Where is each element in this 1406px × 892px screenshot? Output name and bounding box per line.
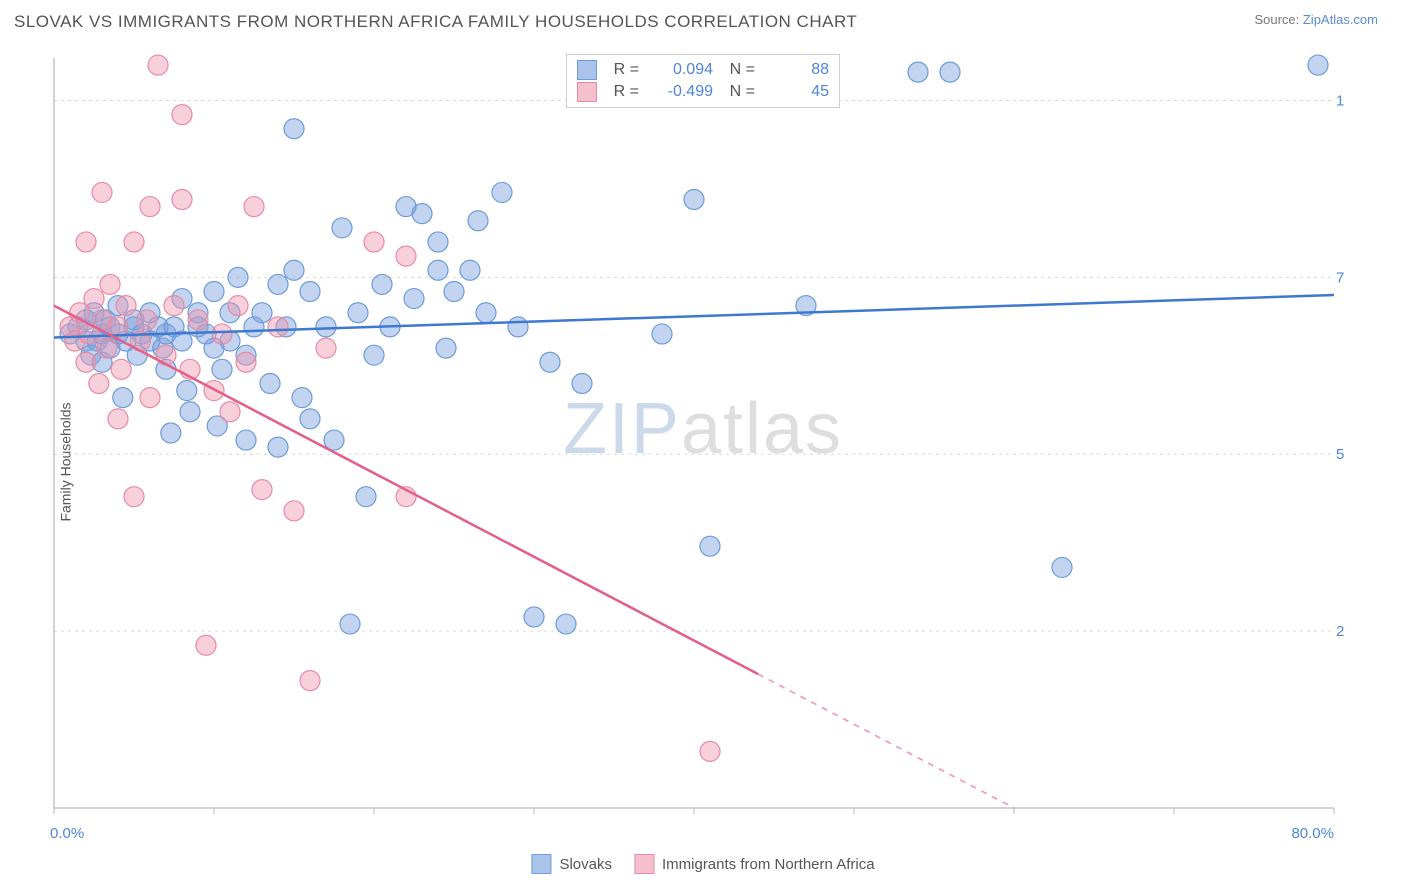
svg-text:0.0%: 0.0% bbox=[50, 825, 84, 842]
svg-text:80.0%: 80.0% bbox=[1291, 825, 1334, 842]
legend-item-nafrica: Immigrants from Northern Africa bbox=[634, 854, 875, 874]
legend-label-slovaks: Slovaks bbox=[559, 856, 612, 873]
swatch-slovaks bbox=[577, 60, 597, 80]
legend-swatch-slovaks bbox=[531, 854, 551, 874]
legend-label-nafrica: Immigrants from Northern Africa bbox=[662, 856, 875, 873]
chart-container: Family Households 25.0% 50.0% 75.0% 100.0% 0… bbox=[14, 48, 1392, 876]
swatch-nafrica bbox=[577, 82, 597, 102]
svg-text:50.0%: 50.0% bbox=[1336, 446, 1344, 463]
stat-n-nafrica: 45 bbox=[763, 83, 829, 101]
source-link[interactable]: ZipAtlas.com bbox=[1303, 12, 1378, 27]
svg-text:25.0%: 25.0% bbox=[1336, 623, 1344, 640]
stat-n-label: N = bbox=[721, 83, 755, 101]
source-attribution: Source: ZipAtlas.com bbox=[1254, 12, 1378, 27]
scatter-chart: 25.0% 50.0% 75.0% 100.0% 0.0% 80.0% bbox=[14, 48, 1344, 848]
stat-r-label: R = bbox=[605, 83, 639, 101]
stats-legend-box: R = 0.094 N = 88 R = -0.499 N = 45 bbox=[566, 54, 840, 108]
stat-r-label: R = bbox=[605, 61, 639, 79]
stats-row-nafrica: R = -0.499 N = 45 bbox=[577, 81, 829, 103]
stat-r-nafrica: -0.499 bbox=[647, 83, 713, 101]
stats-row-slovaks: R = 0.094 N = 88 bbox=[577, 59, 829, 81]
bottom-legend: Slovaks Immigrants from Northern Africa bbox=[531, 854, 874, 874]
svg-text:100.0%: 100.0% bbox=[1336, 92, 1344, 109]
svg-text:75.0%: 75.0% bbox=[1336, 269, 1344, 286]
legend-swatch-nafrica bbox=[634, 854, 654, 874]
stat-n-label: N = bbox=[721, 61, 755, 79]
chart-title: SLOVAK VS IMMIGRANTS FROM NORTHERN AFRIC… bbox=[14, 12, 857, 32]
legend-item-slovaks: Slovaks bbox=[531, 854, 612, 874]
stat-n-slovaks: 88 bbox=[763, 61, 829, 79]
source-prefix: Source: bbox=[1254, 12, 1302, 27]
stat-r-slovaks: 0.094 bbox=[647, 61, 713, 79]
y-axis-label: Family Households bbox=[58, 402, 74, 521]
